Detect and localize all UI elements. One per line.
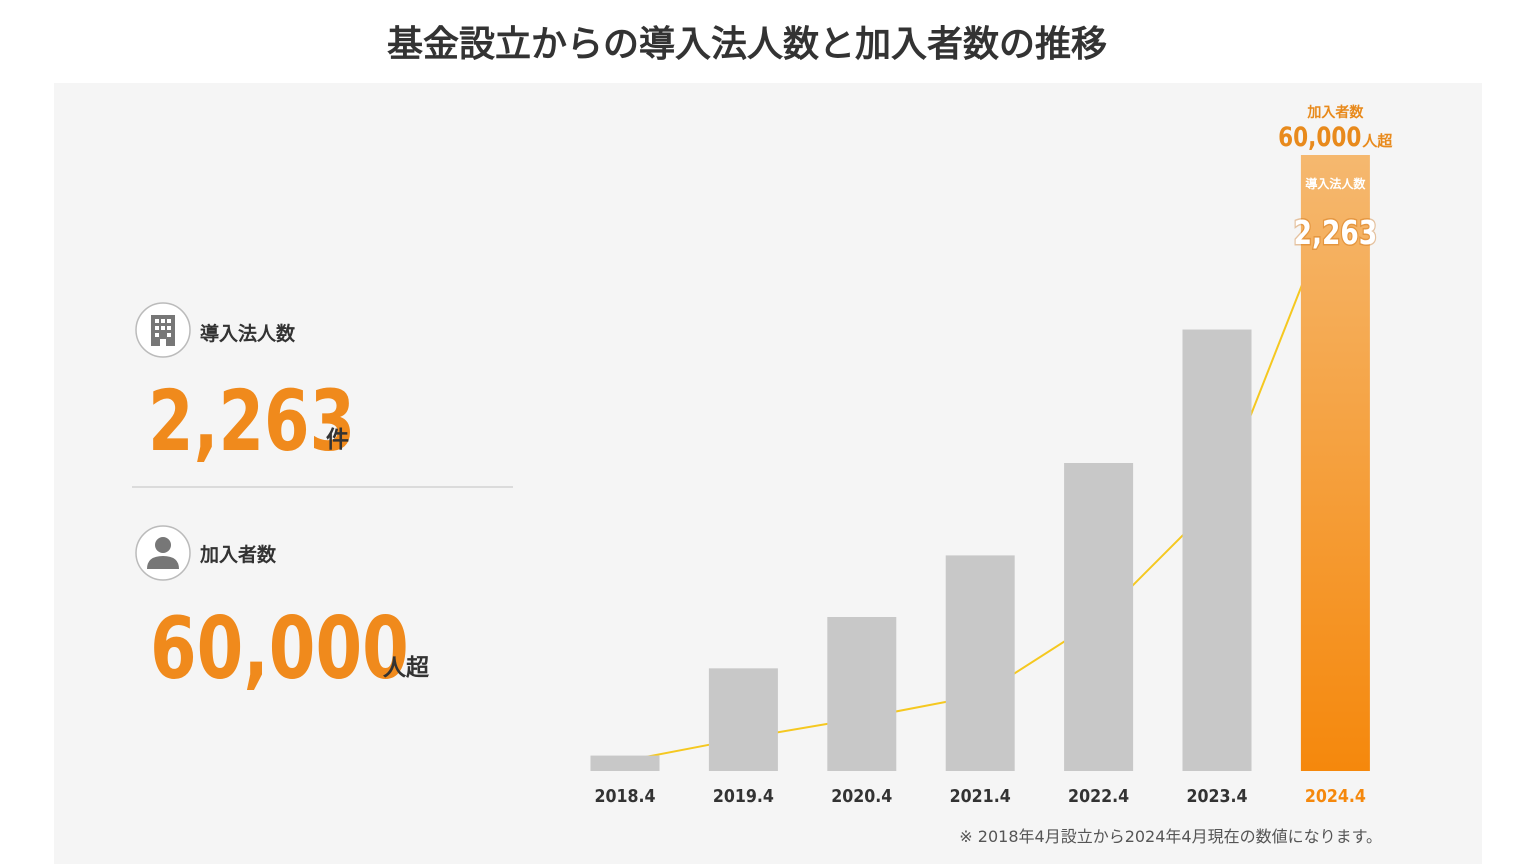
annotation-value: 2,263 — [1294, 214, 1377, 253]
summary-value: 2,263 — [148, 372, 355, 470]
summary-members: 加入者数 60,000 人超 — [135, 525, 430, 699]
bar — [708, 668, 778, 771]
bar — [1064, 463, 1134, 771]
summary-unit: 人超 — [382, 655, 430, 681]
summary-label: 加入者数 — [199, 543, 277, 566]
x-tick-label: 2018.4 — [594, 785, 655, 806]
x-tick-label: 2022.4 — [1068, 785, 1129, 806]
x-tick-label: 2021.4 — [950, 785, 1011, 806]
summary-value: 60,000 — [150, 599, 409, 699]
bar — [827, 617, 897, 771]
bar — [945, 555, 1015, 771]
bar — [590, 755, 660, 771]
annotation-series-name: 加入者数 — [1306, 104, 1364, 121]
summary-unit: 件 — [326, 427, 349, 453]
x-tick-label: 2023.4 — [1186, 785, 1247, 806]
annotation-value: 60,000 — [1278, 121, 1361, 153]
summary-corporations: 導入法人数 2,263 件 — [135, 302, 355, 470]
x-tick-label: 2020.4 — [831, 785, 892, 806]
bar — [1182, 329, 1252, 771]
x-tick-label: 2019.4 — [713, 785, 774, 806]
annotation-unit: 人超 — [1361, 132, 1393, 150]
bar — [1300, 155, 1370, 771]
summary-label: 導入法人数 — [200, 322, 296, 345]
x-tick-label: 2024.4 — [1305, 785, 1366, 806]
title: 基金設立からの導入法人数と加入者数の推移 — [387, 24, 1107, 65]
chart: 2018.4 2019.4 2020.4 2021.4 2022.4 2023.4 2024… — [590, 104, 1393, 806]
annotation-series-name: 導入法人数 — [1305, 176, 1366, 191]
footnote: ※ 2018年4月設立から2024年4月現在の数値になります。 — [959, 827, 1382, 846]
person-icon — [147, 537, 179, 569]
building-icon — [151, 315, 175, 346]
